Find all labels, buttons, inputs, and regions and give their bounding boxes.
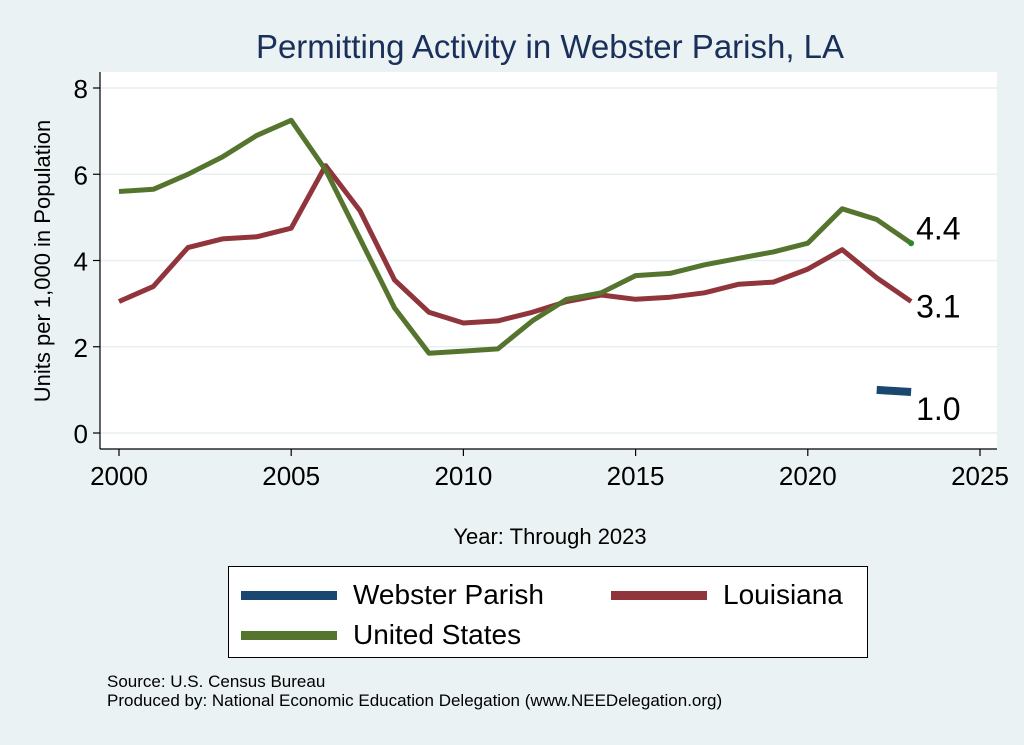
chart-title: Permitting Activity in Webster Parish, L…	[256, 28, 844, 65]
x-tick-label: 2010	[434, 461, 492, 491]
x-tick-label: 2000	[90, 461, 148, 491]
x-tick-label: 2015	[607, 461, 665, 491]
end-label-webster-parish: 1.0	[916, 391, 960, 427]
y-axis-title: Units per 1,000 in Population	[30, 120, 55, 403]
x-axis-title: Year: Through 2023	[453, 524, 646, 549]
legend-swatch-louisiana	[611, 590, 707, 600]
series-line-louisiana	[117, 163, 913, 326]
y-tick-label: 2	[74, 333, 88, 363]
series-line-webster-parish	[876, 385, 912, 396]
series-lines	[117, 117, 915, 396]
legend-label-united-states: United States	[353, 619, 522, 650]
y-tick-label: 8	[74, 74, 88, 104]
legend: Webster Parish Louisiana United States	[228, 566, 868, 658]
produced-by-note: Produced by: National Economic Education…	[107, 691, 723, 710]
y-tick-label: 6	[74, 160, 88, 190]
y-tick-label: 0	[74, 419, 88, 449]
axes: 0 2 4 6 8 2000 2005 2010 2015 2020 2025	[74, 72, 1009, 491]
legend-swatch-united-states	[241, 630, 337, 640]
legend-item-webster: Webster Parish	[241, 579, 544, 611]
series-line-united-states	[118, 117, 913, 356]
y-tick-label: 4	[74, 247, 88, 277]
end-labels: 1.0 3.1 4.4	[916, 210, 960, 427]
legend-label-louisiana: Louisiana	[723, 579, 843, 610]
series-end-point-united-states	[908, 240, 915, 247]
source-note: Source: U.S. Census Bureau	[107, 672, 326, 691]
end-label-united-states: 4.4	[916, 210, 960, 246]
gridlines	[100, 87, 997, 434]
legend-swatch-webster	[241, 590, 337, 600]
legend-item-louisiana: Louisiana	[611, 579, 843, 611]
legend-label-webster: Webster Parish	[353, 579, 544, 610]
x-tick-label: 2025	[951, 461, 1009, 491]
x-tick-label: 2005	[262, 461, 320, 491]
chart-canvas: Permitting Activity in Webster Parish, L…	[30, 28, 1009, 549]
legend-item-united-states: United States	[241, 619, 521, 651]
x-tick-label: 2020	[779, 461, 837, 491]
end-label-louisiana: 3.1	[916, 288, 960, 324]
